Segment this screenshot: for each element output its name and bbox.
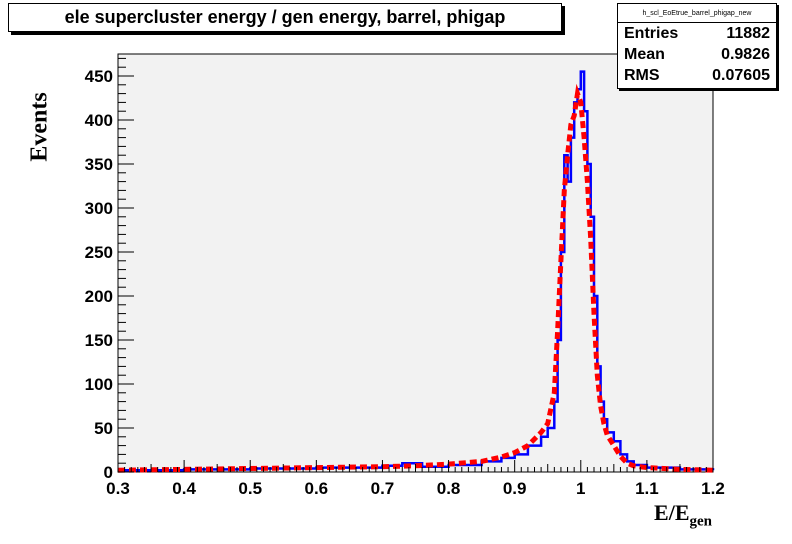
x-tick-label: 0.3	[106, 479, 130, 498]
stats-mean-label: Mean	[624, 46, 665, 63]
y-tick-label: 300	[85, 199, 113, 218]
stats-mean-value: 0.9826	[721, 46, 770, 63]
stats-rms-value: 0.07605	[712, 67, 770, 84]
chart-title: ele supercluster energy / gen energy, ba…	[8, 3, 562, 32]
stats-entries-label: Entries	[624, 25, 679, 42]
x-tick-label: 1	[576, 479, 585, 498]
y-tick-label: 450	[85, 67, 113, 86]
y-axis-label: Events	[26, 92, 53, 162]
y-tick-label: 400	[85, 111, 113, 130]
y-tick-label: 100	[85, 375, 113, 394]
x-tick-label: 1.2	[701, 479, 725, 498]
x-tick-label: 0.8	[437, 479, 461, 498]
x-tick-label: 0.6	[305, 479, 329, 498]
y-tick-label: 50	[94, 419, 113, 438]
y-tick-label: 0	[104, 463, 113, 482]
stats-box: h_scl_EoEtrue_barrel_phigap_new Entries …	[617, 3, 777, 89]
y-tick-label: 350	[85, 155, 113, 174]
x-tick-label: 0.5	[238, 479, 262, 498]
y-tick-label: 200	[85, 287, 113, 306]
x-tick-label: 0.9	[503, 479, 527, 498]
x-tick-label: 1.1	[635, 479, 659, 498]
stats-entries-value: 11882	[726, 25, 770, 42]
stats-histogram-name: h_scl_EoEtrue_barrel_phigap_new	[618, 4, 776, 23]
axis-layer: 0.3 0.4 0.5 0.6 0.7 0.8 0.9 1 1.1 1.2 0 50 100 150 200…	[85, 57, 725, 498]
x-axis-label: E/Egen	[654, 500, 712, 530]
x-tick-label: 0.4	[172, 479, 196, 498]
x-axis-label-main: E/E	[654, 500, 690, 525]
y-tick-label: 150	[85, 331, 113, 350]
stats-rms-label: RMS	[624, 67, 660, 84]
stats-row-entries: Entries 11882	[618, 23, 776, 44]
x-tick-label: 0.7	[371, 479, 395, 498]
stats-row-mean: Mean 0.9826	[618, 44, 776, 65]
y-tick-label: 250	[85, 243, 113, 262]
x-axis-label-sub: gen	[689, 513, 713, 530]
plot-area	[117, 53, 714, 473]
stats-row-rms: RMS 0.07605	[618, 65, 776, 86]
